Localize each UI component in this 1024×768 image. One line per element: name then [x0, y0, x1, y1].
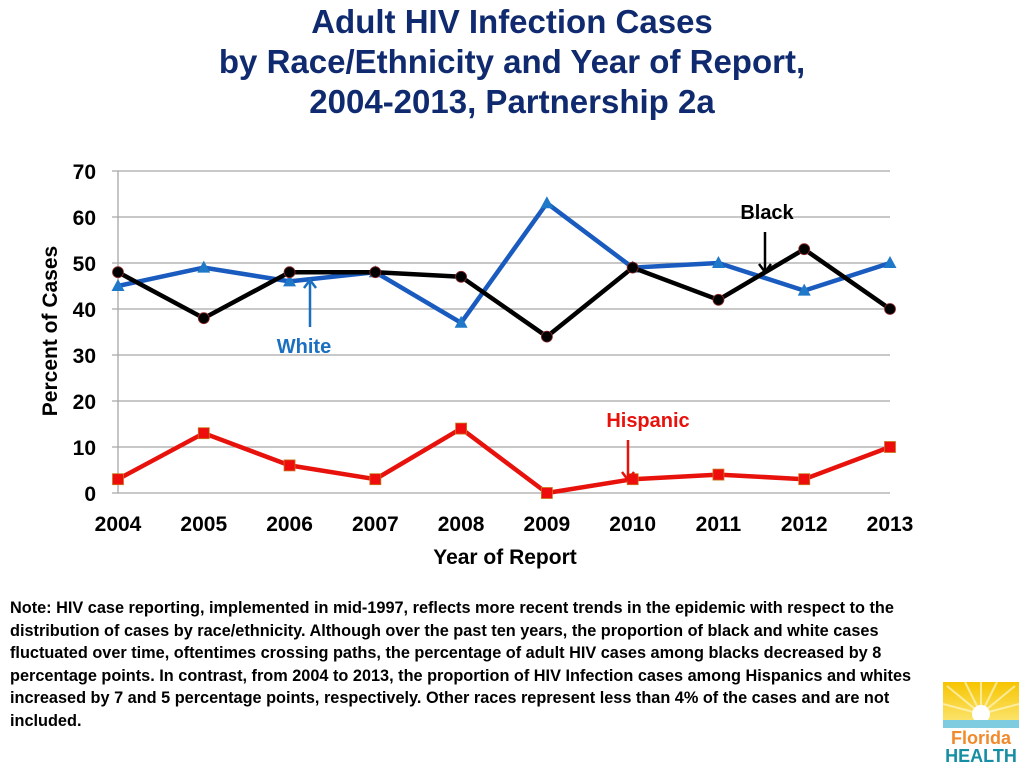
x-axis-ticks: 2004 2005 2006 2007 2008 2009 2010 2011 2012 2013	[95, 513, 914, 536]
annotation-hispanic-arrow	[621, 440, 635, 483]
annotation-hispanic-label: Hispanic	[606, 410, 689, 432]
series-group	[111, 196, 897, 499]
data-point-black	[626, 261, 639, 274]
x-tick-label: 2012	[781, 513, 828, 536]
annotation-black-label: Black	[740, 202, 794, 224]
y-tick-label: 0	[84, 483, 96, 506]
data-point-hispanic	[540, 487, 553, 499]
x-axis-label: Year of Report	[433, 546, 577, 569]
line-chart: 0 10 20 30 40 50 60 70 2004 2005 2006 2007 2008 2009…	[39, 161, 914, 569]
data-point-white	[283, 274, 297, 287]
title-line-3: 2004-2013, Partnership 2a	[309, 83, 715, 120]
arrow-head	[758, 263, 772, 275]
x-tick-label: 2005	[180, 513, 227, 536]
arrow-head	[621, 471, 635, 483]
data-point-hispanic	[112, 473, 124, 486]
x-tick-label: 2009	[524, 513, 571, 536]
x-tick-label: 2007	[352, 513, 399, 536]
data-point-black	[540, 330, 553, 343]
data-point-black	[884, 303, 896, 315]
y-tick-label: 30	[73, 345, 96, 368]
data-point-hispanic	[283, 459, 296, 472]
data-point-black	[712, 293, 725, 306]
x-tick-label: 2011	[696, 513, 742, 536]
data-point-black	[369, 266, 382, 279]
data-point-black	[455, 270, 468, 283]
florida-health-logo: Florida HEALTH	[943, 682, 1019, 764]
y-tick-label: 50	[73, 253, 96, 276]
x-tick-label: 2008	[438, 513, 485, 536]
y-axis-ticks: 0 10 20 30 40 50 60 70	[73, 161, 96, 506]
title-line-2: by Race/Ethnicity and Year of Report,	[218, 43, 806, 80]
data-point-hispanic	[884, 441, 896, 453]
x-tick-label: 2010	[609, 513, 656, 536]
data-point-black	[197, 312, 210, 325]
data-point-hispanic	[455, 422, 468, 435]
data-point-white	[540, 196, 554, 209]
data-point-black	[798, 243, 811, 256]
data-point-white	[711, 256, 725, 268]
x-tick-label: 2006	[266, 513, 313, 536]
data-point-white	[197, 260, 211, 273]
series-line-hispanic	[116, 426, 891, 496]
annotation-white-arrow	[303, 277, 317, 327]
data-point-hispanic	[798, 473, 811, 486]
y-tick-label: 60	[73, 207, 96, 230]
annotations: White Black Hispanic	[277, 202, 795, 483]
series-black	[112, 243, 896, 343]
data-point-black	[112, 266, 124, 279]
annotation-black-arrow	[758, 232, 772, 275]
data-point-white	[111, 279, 125, 291]
note-text: Note: HIV case reporting, implemented in…	[10, 599, 912, 730]
y-tick-label: 10	[73, 437, 96, 460]
series-line-black	[116, 246, 892, 339]
data-point-black	[283, 266, 296, 279]
y-tick-label: 70	[73, 161, 96, 184]
data-point-white	[797, 283, 811, 296]
chart-title: Adult HIV Infection Cases by Race/Ethnic…	[0, 2, 1024, 122]
data-point-white	[883, 256, 897, 268]
y-axis-label: Percent of Cases	[39, 246, 62, 416]
logo-line-2: HEALTH	[945, 746, 1017, 764]
y-tick-label: 40	[73, 299, 96, 322]
y-tick-label: 20	[73, 391, 96, 414]
title-line-1: Adult HIV Infection Cases	[311, 3, 713, 40]
x-tick-label: 2013	[867, 513, 914, 536]
series-hispanic	[112, 422, 896, 499]
data-point-hispanic	[712, 468, 725, 481]
x-tick-label: 2004	[95, 513, 142, 536]
data-point-hispanic	[197, 427, 210, 440]
annotation-white-label: White	[277, 336, 331, 358]
logo-line-1: Florida	[951, 728, 1012, 748]
data-point-white	[454, 315, 468, 328]
data-point-hispanic	[369, 473, 382, 486]
arrow-head	[303, 277, 317, 289]
